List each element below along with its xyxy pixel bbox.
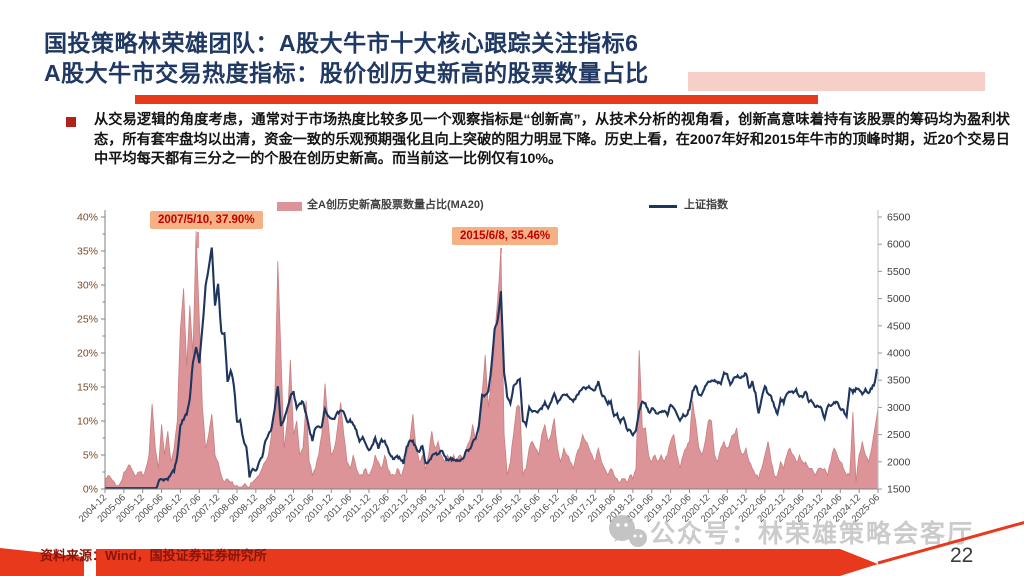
watermark-text: 公众号：林荣雄策略会客厅 [650, 520, 975, 548]
area-series-new-highs [104, 231, 879, 490]
right-axis-tick-label: 6000 [887, 239, 911, 251]
left-axis-tick-label: 5% [83, 450, 98, 462]
title-highlight-band [688, 72, 985, 91]
left-axis-tick-label: 20% [77, 348, 98, 360]
left-axis-tick-label: 30% [77, 280, 98, 292]
title-line2: A股大牛市交易热度指标：股价创历史新高的股票数量占比 [44, 60, 649, 86]
right-axis-tick-label: 4000 [887, 348, 911, 360]
right-axis-tick-label: 5500 [887, 266, 911, 278]
right-axis-tick-label: 2500 [887, 429, 911, 441]
title-underline [135, 95, 818, 104]
legend-label-area: 全A创历史新高股票数量占比(MA20) [307, 199, 484, 211]
wechat-icon [609, 515, 647, 547]
right-axis-tick-label: 5000 [887, 293, 911, 305]
annotation-2007-peak: 2007/5/10, 37.90% [150, 211, 263, 229]
left-axis-tick-label: 35% [77, 246, 98, 258]
page-title: 国投策略林荣雄团队：A股大牛市十大核心跟踪关注指标6 A股大牛市交易热度指标：股… [44, 28, 904, 88]
right-axis-tick-label: 3000 [887, 402, 911, 414]
left-axis-tick-label: 15% [77, 382, 98, 394]
left-axis-tick-label: 40% [77, 212, 98, 224]
legend-label-index: 上证指数 [684, 199, 728, 211]
annotation-2015-peak: 2015/6/8, 35.46% [452, 227, 559, 245]
footer-source: 资料来源：Wind，国投证券证券研究所 [40, 548, 267, 563]
left-axis-tick-label: 0% [83, 484, 98, 496]
legend-swatch-line [649, 205, 677, 208]
line-series-sse-index [105, 247, 879, 490]
right-axis-tick-label: 1500 [887, 484, 911, 496]
left-axis-tick-label: 25% [77, 314, 98, 326]
right-axis-tick-label: 6500 [887, 212, 911, 224]
title-line1: 国投策略林荣雄团队：A股大牛市十大核心跟踪关注指标6 [44, 30, 639, 56]
left-axis-tick-label: 10% [77, 416, 98, 428]
watermark: 公众号：林荣雄策略会客厅 [604, 512, 974, 552]
chart-area: 0% 5% 10% 15% 20% 25% 30% 35% 40% 1500 2000 2500 300… [40, 196, 940, 561]
body-paragraph: 从交易逻辑的角度考虑，通常对于市场热度比较多见一个观察指标是“创新高”，从技术分… [94, 112, 1010, 168]
right-axis-tick-label: 3500 [887, 375, 911, 387]
page-number: 22 [950, 544, 974, 567]
annotation-2007-leader-line [197, 232, 199, 248]
combo-chart: 0% 5% 10% 15% 20% 25% 30% 35% 40% 1500 2000 2500 300… [77, 210, 911, 525]
legend-swatch-area [277, 202, 302, 211]
right-axis-tick-label: 2000 [887, 456, 911, 468]
annotation-2015-leader-line [500, 248, 502, 253]
right-axis-tick-label: 4500 [887, 320, 911, 332]
bullet-square [66, 117, 76, 127]
